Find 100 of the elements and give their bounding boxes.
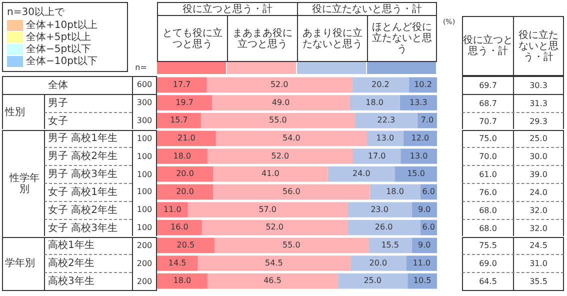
y-tick-label: 全体: [44, 76, 132, 94]
legend-title: n=30以上で: [7, 7, 64, 18]
text: 30.3: [530, 80, 548, 90]
y-tick-label: 女子 高校3年生: [44, 218, 132, 236]
text: 75.0: [479, 134, 497, 144]
text: 64.5: [479, 277, 497, 286]
data-label: 21.0: [177, 133, 196, 142]
y-tick-label: 高校2年生: [44, 254, 132, 272]
text: 76.0: [479, 188, 497, 197]
bar: [368, 238, 412, 254]
bar: [408, 273, 437, 289]
data-label: 55.0: [282, 240, 300, 250]
y-tick-label: 男子 高校1年生: [44, 130, 132, 148]
text: 39.0: [530, 170, 548, 180]
text: 100: [132, 200, 157, 219]
data-label: 22.3: [377, 116, 396, 125]
text: 24.0: [530, 188, 548, 197]
data-label: 20.0: [176, 186, 194, 196]
y-tick-label: 高校3年生: [44, 272, 132, 290]
text: 全体−5pt以下: [26, 44, 92, 55]
data-label: 52.0: [266, 222, 284, 232]
text: n=: [134, 62, 148, 74]
text: 31.3: [530, 98, 548, 108]
data-label: 49.0: [272, 98, 290, 107]
bar: [403, 130, 437, 146]
bar: [354, 112, 418, 128]
data-label: 15.7: [170, 116, 188, 125]
bar: [157, 220, 202, 236]
y-tick-label: 男子 高校3年生: [44, 165, 132, 183]
bar: [370, 184, 420, 200]
data-label: 9.0: [418, 204, 431, 214]
bar: [213, 184, 370, 200]
data-label: 54.0: [282, 133, 300, 142]
text: 35.5: [530, 277, 548, 286]
data-label: 13.0: [376, 133, 394, 142]
data-label: 20.2: [372, 80, 390, 89]
bar: [206, 77, 352, 93]
bar: [350, 256, 406, 271]
text: 300: [132, 94, 157, 112]
bar: [188, 202, 348, 218]
bar: [338, 273, 408, 289]
y-tick-label: 女子 高校1年生: [44, 183, 132, 201]
bar: [400, 148, 437, 164]
text: 全体+10pt以上: [26, 20, 98, 31]
text: 100: [132, 147, 157, 166]
bar: [349, 95, 400, 110]
data-label: 56.0: [282, 186, 300, 196]
text: 100: [132, 218, 157, 236]
data-label: 11.0: [163, 204, 182, 214]
data-label: 26.0: [374, 222, 393, 232]
bar: [207, 273, 338, 289]
text: 32.0: [530, 206, 548, 215]
bar: [347, 220, 420, 236]
bar: [352, 77, 409, 93]
data-label: 57.0: [258, 204, 277, 214]
text: 61.0: [479, 170, 497, 180]
data-label: 13.0: [410, 151, 428, 160]
data-label: 12.0: [411, 133, 430, 142]
bar: [408, 77, 437, 93]
data-label: 17.7: [172, 80, 191, 89]
text: 100: [132, 165, 157, 183]
bar: [395, 166, 437, 182]
data-label: 23.0: [370, 204, 389, 214]
bar: [417, 112, 437, 128]
text: 69.7: [479, 80, 497, 90]
bar: [328, 166, 395, 182]
text: ほとんど役に立たないと思う: [367, 16, 437, 62]
text: 70.7: [479, 116, 497, 126]
text: 24.5: [530, 241, 548, 250]
text: 全体−10pt以下: [26, 56, 98, 67]
text: 25.0: [530, 134, 548, 144]
bar: [367, 130, 404, 146]
bar: [157, 256, 198, 271]
bar: [157, 77, 207, 93]
bar: [207, 148, 353, 164]
text: 300: [132, 112, 157, 130]
data-label: 10.2: [414, 80, 432, 89]
data-label: 20.0: [176, 169, 194, 178]
text: 100: [132, 130, 157, 148]
data-label: 9.0: [418, 240, 431, 250]
bar: [157, 238, 214, 254]
bar: [347, 202, 412, 218]
bar: [157, 202, 188, 218]
bar: [212, 95, 350, 110]
y-tick-label: 男子 高校2年生: [44, 147, 132, 166]
data-label: 10.5: [413, 276, 432, 286]
text: とても役に立つと思う: [157, 16, 227, 62]
data-label: 18.0: [386, 186, 404, 196]
text: あまり役に立たないと思う: [297, 16, 367, 62]
text: 75.5: [479, 241, 497, 250]
text: 200: [132, 236, 157, 254]
data-label: 16.0: [170, 222, 188, 232]
bar: [198, 256, 350, 271]
data-label: 15.0: [407, 169, 425, 178]
bar: [353, 148, 401, 164]
bar: [200, 112, 355, 128]
text: 69.0: [479, 259, 497, 268]
bar: [214, 238, 368, 254]
data-label: 19.7: [176, 98, 194, 107]
text: 学年別: [2, 236, 44, 290]
